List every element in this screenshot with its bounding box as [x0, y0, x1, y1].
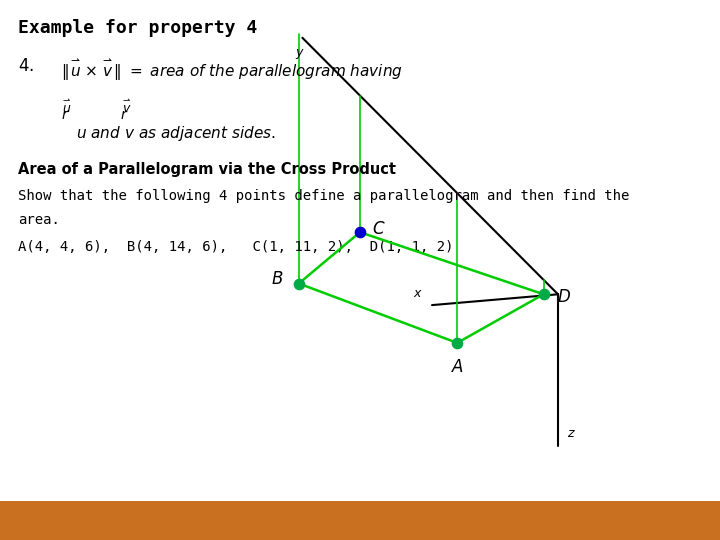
Text: x: x — [414, 287, 421, 300]
Text: y: y — [295, 46, 302, 59]
Point — [538, 290, 549, 299]
Text: A: A — [451, 358, 463, 376]
Text: area.: area. — [18, 213, 60, 227]
Text: A(4, 4, 6),  B(4, 14, 6),   C(1, 11, 2),  D(1, 1, 2): A(4, 4, 6), B(4, 14, 6), C(1, 11, 2), D(… — [18, 240, 454, 254]
Text: Show that the following 4 points define a parallelogram and then find the: Show that the following 4 points define … — [18, 189, 629, 203]
Text: $r\ \ \ \ \ \ \ \ \ \ \ \ r$: $r\ \ \ \ \ \ \ \ \ \ \ \ r$ — [61, 108, 130, 122]
Text: B: B — [271, 270, 283, 288]
Text: $u\ and\ v\ as\ adjacent\ sides.$: $u\ and\ v\ as\ adjacent\ sides.$ — [76, 124, 276, 143]
Text: D: D — [557, 288, 570, 306]
Text: C: C — [372, 220, 384, 239]
Text: Example for property 4: Example for property 4 — [18, 19, 257, 37]
Text: Area of a Parallelogram via the Cross Product: Area of a Parallelogram via the Cross Pr… — [18, 162, 396, 177]
Text: $\overset{\rightharpoonup}{u}\ \ \ \ \ \ \ \ \ \ \ \ \overset{\rightharpoonup}{v: $\overset{\rightharpoonup}{u}\ \ \ \ \ \… — [61, 97, 132, 116]
Point — [354, 228, 366, 237]
Text: $4.$: $4.$ — [18, 57, 34, 75]
Point — [293, 279, 305, 288]
Bar — [0, 501, 720, 540]
Text: $\|\overset{\rightharpoonup}{u}\times\overset{\rightharpoonup}{v}\|$$\ =\ $$area: $\|\overset{\rightharpoonup}{u}\times\ov… — [61, 57, 403, 83]
Point — [451, 339, 463, 347]
Text: z: z — [567, 427, 573, 440]
